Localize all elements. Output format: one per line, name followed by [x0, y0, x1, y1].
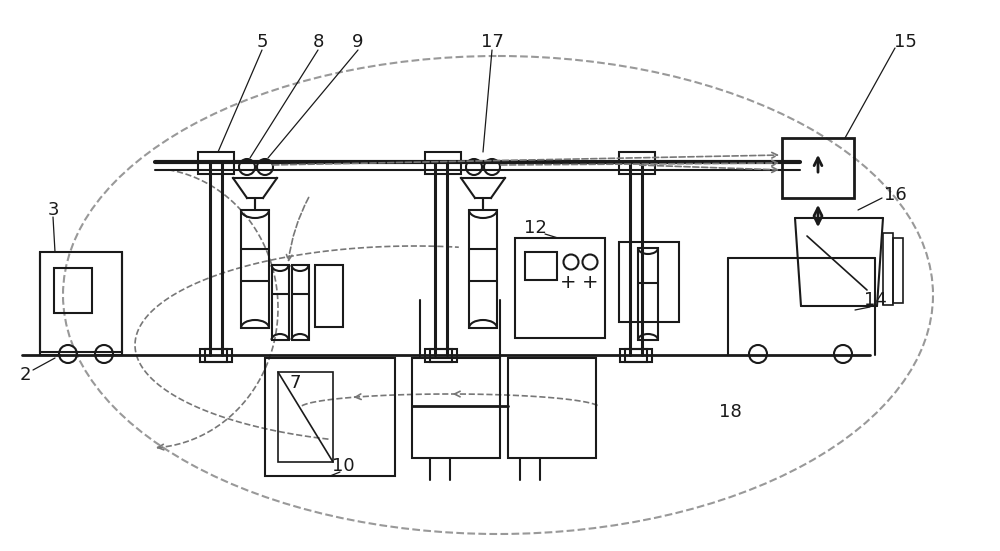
Text: 2: 2 — [19, 366, 31, 384]
Bar — [508, 358, 596, 458]
Text: +: + — [582, 273, 598, 291]
Bar — [412, 358, 500, 458]
Text: 14: 14 — [864, 291, 886, 309]
Bar — [619, 242, 679, 322]
Text: 17: 17 — [481, 33, 503, 51]
Bar — [272, 265, 289, 340]
Bar — [883, 233, 893, 305]
Text: 12: 12 — [524, 219, 546, 237]
Bar — [425, 349, 457, 362]
Bar — [893, 238, 903, 303]
Bar — [315, 265, 343, 327]
Text: 16: 16 — [884, 186, 906, 204]
Bar — [198, 152, 234, 174]
Text: 8: 8 — [312, 33, 324, 51]
Text: 18: 18 — [719, 403, 741, 421]
Bar — [782, 138, 854, 198]
Bar — [40, 252, 122, 352]
Bar — [278, 372, 333, 462]
Bar — [469, 210, 497, 328]
Bar — [625, 349, 647, 362]
Text: +: + — [560, 273, 576, 291]
Bar — [265, 358, 395, 476]
Text: 5: 5 — [256, 33, 268, 51]
Bar — [620, 349, 652, 362]
Bar — [619, 152, 655, 174]
Bar — [430, 349, 452, 362]
Bar — [205, 349, 227, 362]
Bar — [200, 349, 232, 362]
Text: 3: 3 — [47, 201, 59, 219]
Text: 15: 15 — [894, 33, 916, 51]
Bar — [638, 248, 658, 340]
Text: 9: 9 — [352, 33, 364, 51]
Bar — [525, 252, 557, 280]
Bar — [54, 268, 92, 313]
Bar — [292, 265, 309, 340]
Text: 10: 10 — [332, 457, 354, 475]
Bar — [515, 238, 605, 338]
Bar — [425, 152, 461, 174]
Bar — [241, 210, 269, 328]
Text: 7: 7 — [289, 374, 301, 392]
